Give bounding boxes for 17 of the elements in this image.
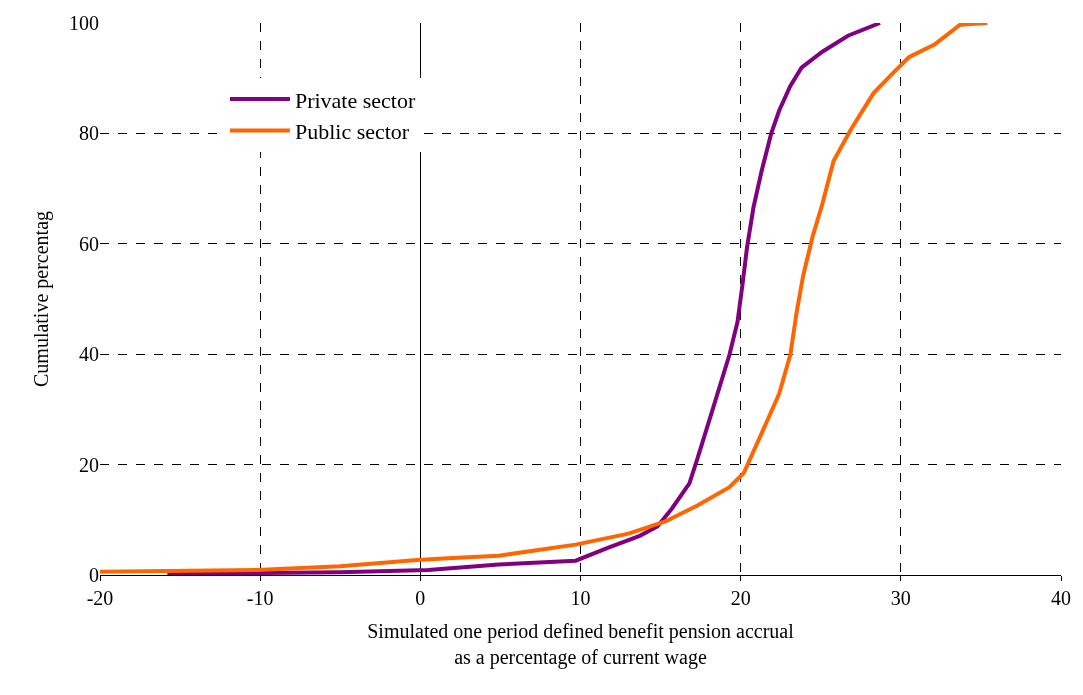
- legend-label: Public sector: [294, 119, 410, 145]
- x-tick-label: 30: [890, 587, 911, 609]
- legend-label: Private sector: [294, 87, 416, 113]
- y-tick-label: 80: [79, 122, 99, 145]
- y-tick-label: 100: [69, 12, 99, 34]
- x-tick-label: -20: [86, 587, 114, 609]
- y-tick-label: 20: [79, 453, 99, 476]
- x-tick-label: -10: [246, 587, 274, 609]
- y-tick-label: 40: [79, 343, 99, 366]
- x-axis-title: Simulated one period defined benefit pension accrual as a percentage of current wage: [367, 619, 795, 669]
- x-tick-label: 40: [1051, 587, 1071, 609]
- x-tick-label: 10: [570, 587, 591, 609]
- y-tick-label: 60: [79, 232, 99, 255]
- x-tick-label: 0: [415, 587, 426, 609]
- y-tick-label: 0: [89, 564, 99, 586]
- x-tick-label: 20: [730, 587, 751, 609]
- y-axis-title: Cumulative percentag: [29, 210, 53, 388]
